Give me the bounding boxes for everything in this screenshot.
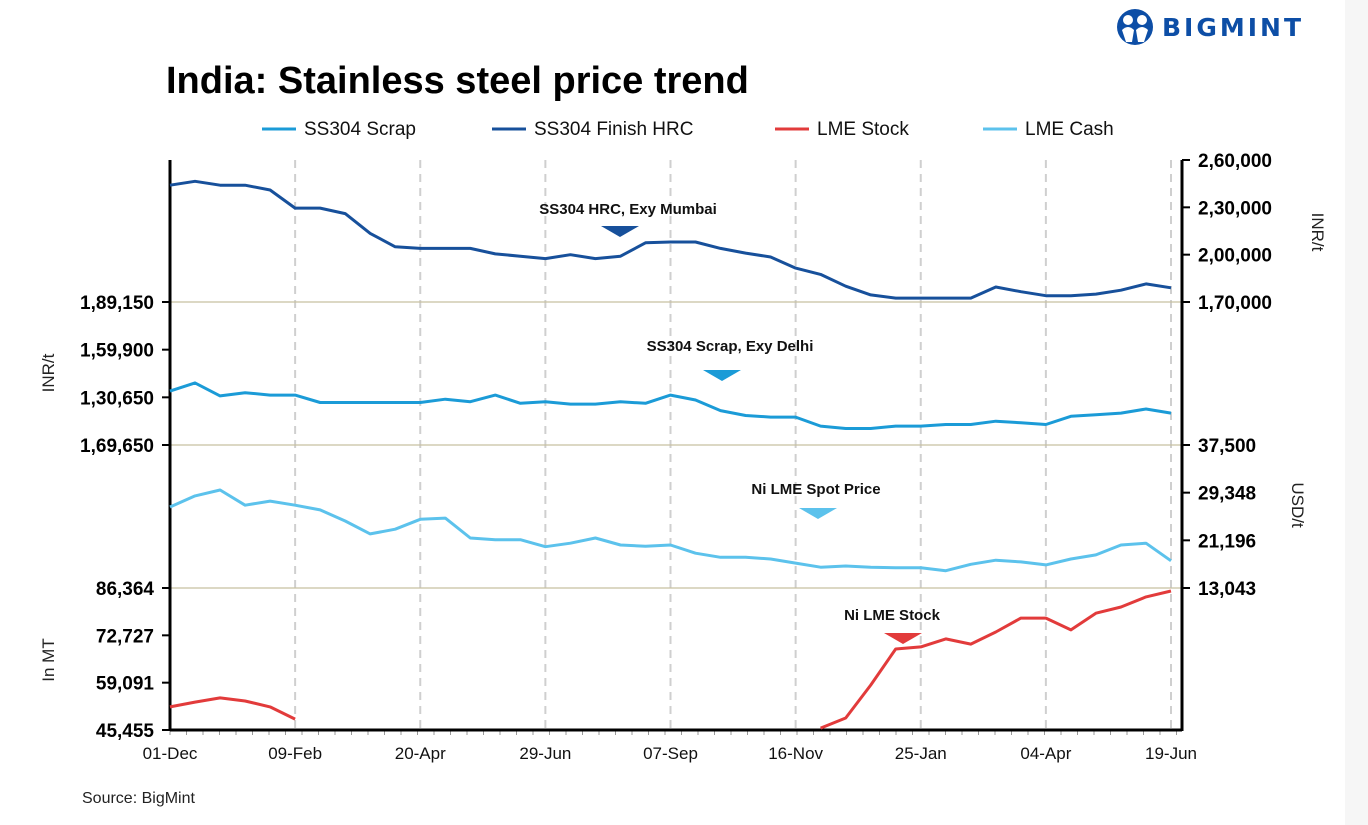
series-annotation: SS304 HRC, Exy Mumbai bbox=[539, 201, 717, 218]
legend-label: SS304 Scrap bbox=[304, 119, 416, 140]
chart-title: India: Stainless steel price trend bbox=[166, 60, 749, 102]
y-axis-label: INR/t bbox=[1308, 213, 1327, 252]
y-tick-label-left: 1,89,150 bbox=[80, 293, 154, 314]
x-tick-label: 20-Apr bbox=[395, 744, 446, 763]
series-annotation: SS304 Scrap, Exy Delhi bbox=[647, 338, 814, 355]
people-icon bbox=[1117, 9, 1153, 45]
y-tick-label-left: 1,69,650 bbox=[80, 436, 154, 457]
y-axis-label: INR/t bbox=[39, 353, 58, 392]
legend-label: LME Cash bbox=[1025, 119, 1114, 140]
x-tick-label: 07-Sep bbox=[643, 744, 698, 763]
x-tick-label: 16-Nov bbox=[768, 744, 823, 763]
series-annotation: Ni LME Spot Price bbox=[751, 481, 880, 498]
bigmint-logo: BIGMINT bbox=[1116, 8, 1304, 46]
y-tick-label-left: 86,364 bbox=[96, 579, 155, 600]
y-tick-label-right: 29,348 bbox=[1198, 484, 1256, 505]
y-tick-label-left: 1,59,900 bbox=[80, 341, 154, 362]
y-tick-label-left: 72,727 bbox=[96, 626, 154, 647]
y-tick-label-right: 2,60,000 bbox=[1198, 151, 1272, 172]
source-note: Source: BigMint bbox=[82, 790, 195, 807]
y-tick-label-left: 1,30,650 bbox=[80, 388, 154, 409]
x-tick-label: 29-Jun bbox=[519, 744, 571, 763]
y-tick-label-right: 2,00,000 bbox=[1198, 246, 1272, 267]
brand-name: BIGMINT bbox=[1162, 12, 1305, 42]
y-tick-label-right: 13,043 bbox=[1198, 579, 1256, 600]
y-axis-label: In MT bbox=[39, 638, 58, 681]
series-line bbox=[169, 179, 1172, 300]
y-axis-label: USD/t bbox=[1288, 482, 1307, 528]
y-tick-label-left: 45,455 bbox=[96, 721, 155, 742]
series-annotation: Ni LME Stock bbox=[844, 607, 941, 624]
page-edge bbox=[1345, 0, 1368, 825]
y-tick-label-right: 1,70,000 bbox=[1198, 293, 1272, 314]
legend-label: LME Stock bbox=[817, 119, 909, 140]
annotation-pointer-icon bbox=[884, 633, 922, 644]
x-tick-label: 04-Apr bbox=[1020, 744, 1071, 763]
annotation-pointer-icon bbox=[799, 508, 837, 519]
annotation-pointer-icon bbox=[703, 370, 741, 381]
x-tick-label: 01-Dec bbox=[143, 744, 198, 763]
legend-label: SS304 Finish HRC bbox=[534, 119, 693, 140]
y-tick-label-right: 2,30,000 bbox=[1198, 198, 1272, 219]
x-tick-label: 09-Feb bbox=[268, 744, 322, 763]
annotation-pointer-icon bbox=[601, 226, 639, 237]
x-tick-label: 25-Jan bbox=[895, 744, 947, 763]
y-tick-label-right: 37,500 bbox=[1198, 436, 1256, 457]
y-tick-label-left: 59,091 bbox=[96, 674, 155, 695]
x-tick-label: 19-Jun bbox=[1145, 744, 1197, 763]
y-tick-label-right: 21,196 bbox=[1198, 531, 1256, 552]
